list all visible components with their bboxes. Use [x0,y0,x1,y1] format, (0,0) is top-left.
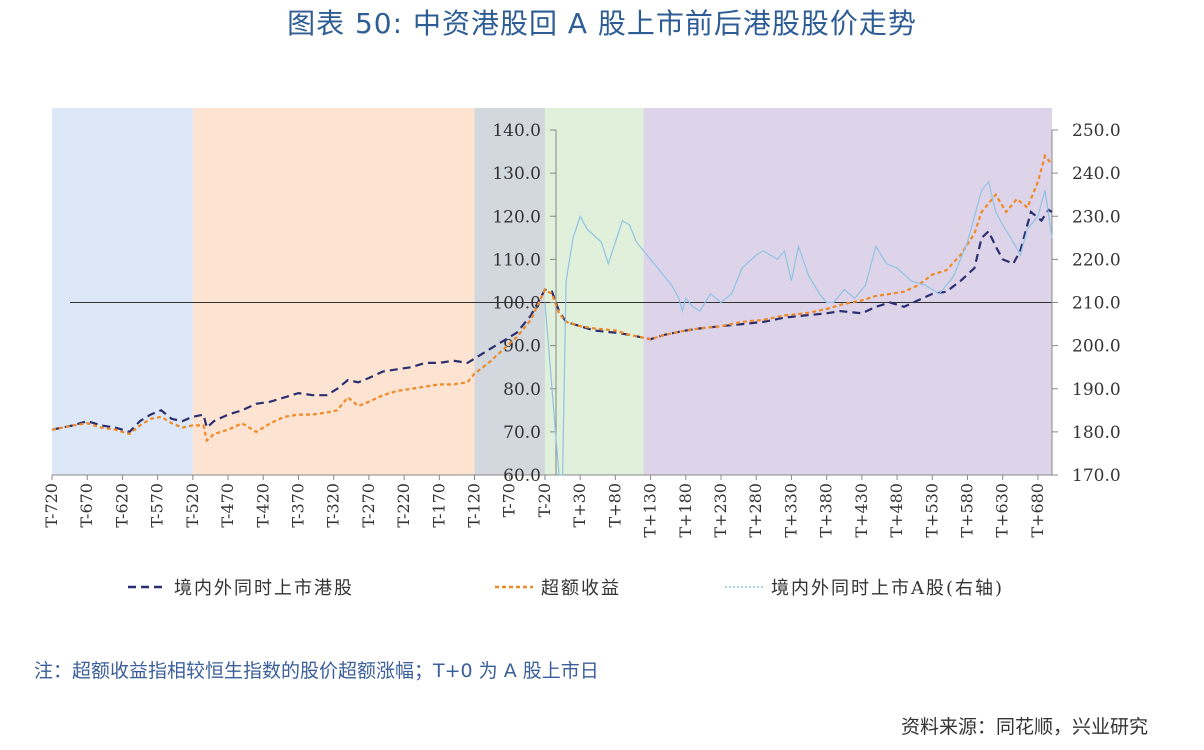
x-tick-label: T+230 [711,483,730,538]
x-tick-label: T-370 [288,483,307,528]
x-axis-ticks: T-720 T-670 T-620 T-570 T-520 T-470 T-420 T-370… [42,475,1047,538]
period-band [544,108,644,475]
series-lines [51,153,1053,476]
left-tick-label: 70.0 [503,423,541,443]
x-tick-label: T-270 [359,483,378,528]
series-line-3 [544,180,1053,476]
x-tick-label: T+480 [887,483,906,538]
x-tick-label: T-170 [429,483,448,528]
x-tick-label: T+630 [993,483,1012,538]
x-tick-label: T+430 [852,483,871,538]
right-tick-label: 210.0 [1072,294,1121,314]
x-tick-label: T+330 [781,483,800,538]
right-tick-label: 200.0 [1072,337,1121,357]
x-tick-label: T+380 [817,483,836,538]
series-line-2 [51,153,1053,443]
period-bands [52,108,1052,475]
period-band [192,108,475,475]
legend-label-1: 境内外同时上市港股 [174,578,354,599]
right-tick-label: 230.0 [1072,207,1121,227]
x-tick-label: T-120 [465,483,484,528]
x-tick-label: T+530 [922,483,941,538]
x-tick-label: T-620 [112,483,131,528]
left-tick-label: 120.0 [492,207,541,227]
right-axis-ticks: 170.0 180.0 190.0 200.0 210.0 220.0 230.0 240.0… [1052,121,1121,486]
right-tick-label: 190.0 [1072,380,1121,400]
left-axis-ticks: 60.0 70.0 80.0 90.0 100.0 110.0 120.0 130.0 140.… [492,121,556,486]
x-tick-label: T-70 [500,483,519,517]
x-tick-label: T+580 [957,483,976,538]
x-tick-label: T+180 [676,483,695,538]
x-tick-label: T-20 [535,483,554,517]
legend-label-3: 境内外同时上市A股(右轴) [771,578,1004,599]
left-tick-label: 60.0 [503,466,541,486]
x-tick-label: T-220 [394,483,413,528]
right-tick-label: 240.0 [1072,164,1121,184]
x-tick-label: T-520 [183,483,202,528]
left-tick-label: 100.0 [492,294,541,314]
footnote: 注：超额收益指相较恒生指数的股价超额涨幅；T+0 为 A 股上市日 [34,660,599,682]
x-tick-label: T-320 [324,483,343,528]
x-tick-label: T+30 [570,483,589,527]
chart-title: 图表 50: 中资港股回 A 股上市前后港股股价走势 [287,7,917,40]
left-tick-label: 80.0 [503,380,541,400]
period-band [643,108,1052,475]
left-tick-label: 110.0 [492,250,541,270]
left-tick-label: 140.0 [492,121,541,141]
series-line-1 [51,208,1053,434]
right-tick-label: 180.0 [1072,423,1121,443]
period-band [474,108,545,475]
x-tick-label: T-420 [253,483,272,528]
period-band [52,108,193,475]
x-tick-label: T+80 [605,483,624,527]
x-tick-label: T+130 [641,483,660,538]
x-tick-label: T-720 [42,483,61,528]
legend-label-2: 超额收益 [541,578,621,599]
source-note: 资料来源：同花顺，兴业研究 [900,716,1148,738]
left-tick-label: 130.0 [492,164,541,184]
x-tick-label: T+680 [1028,483,1047,538]
legend: 境内外同时上市港股 超额收益 境内外同时上市A股(右轴) [128,578,1004,599]
right-tick-label: 170.0 [1072,466,1121,486]
right-tick-label: 220.0 [1072,250,1121,270]
left-tick-label: 90.0 [503,337,541,357]
right-tick-label: 250.0 [1072,121,1121,141]
x-tick-label: T-670 [77,483,96,528]
x-tick-label: T-470 [218,483,237,528]
x-tick-label: T+280 [746,483,765,538]
x-tick-label: T-570 [148,483,167,528]
